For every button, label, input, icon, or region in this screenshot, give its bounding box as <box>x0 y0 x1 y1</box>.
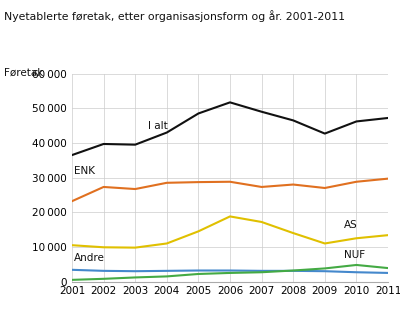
Text: ENK: ENK <box>74 166 94 176</box>
Text: Føretak: Føretak <box>4 67 43 77</box>
Text: I alt: I alt <box>148 121 168 131</box>
Text: AS: AS <box>344 220 358 230</box>
Text: Andre: Andre <box>74 253 104 263</box>
Text: Nyetablerte føretak, etter organisasjonsform og år. 2001-2011: Nyetablerte føretak, etter organisasjons… <box>4 10 345 21</box>
Text: NUF: NUF <box>344 250 365 260</box>
